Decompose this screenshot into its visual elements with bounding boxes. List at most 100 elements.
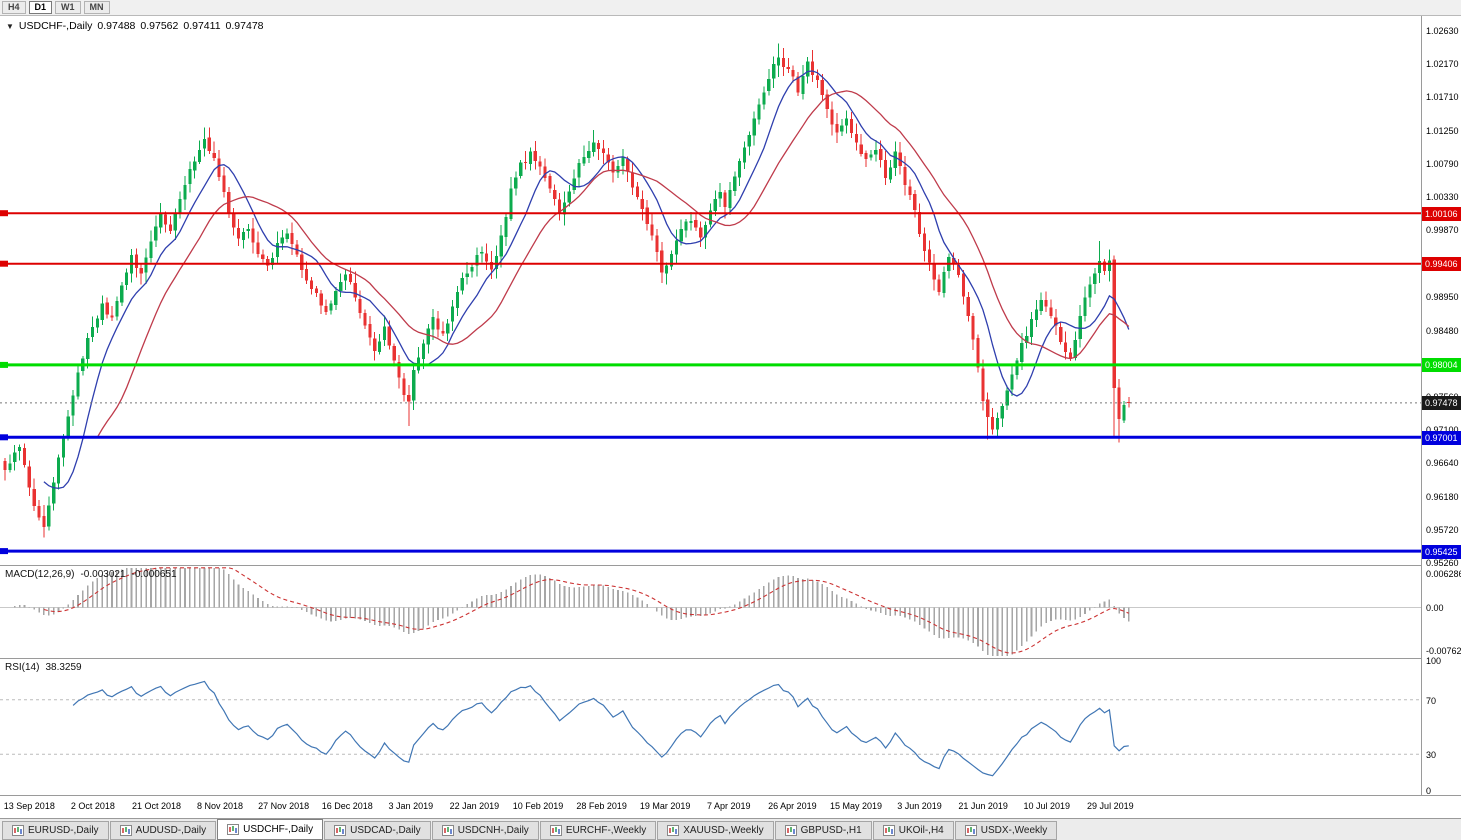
chart-icon [667, 825, 680, 836]
date-label: 8 Nov 2018 [197, 801, 244, 811]
date-label: 22 Jan 2019 [449, 801, 500, 811]
date-label: 13 Sep 2018 [3, 801, 55, 811]
hline-1.00106[interactable] [0, 210, 1421, 217]
main-chart-canvas[interactable] [0, 16, 1421, 565]
price-badge-0.99406: 0.99406 [1422, 257, 1461, 272]
pane-separator [0, 795, 1461, 796]
tab-label: UKOil-,H4 [898, 825, 944, 836]
price-axis-label: 1.02170 [1426, 59, 1459, 70]
price-axis-label: 1.02630 [1426, 26, 1459, 36]
macd-chart [0, 567, 1421, 657]
price-axis-label: 0.99870 [1426, 225, 1459, 236]
date-label: 28 Feb 2019 [576, 801, 627, 811]
chart-icon [549, 825, 562, 836]
tab-USDX-Weekly[interactable]: USDX-,Weekly [954, 821, 1058, 840]
rsi-pane[interactable] [0, 659, 1421, 795]
price-axis-label: 1.01250 [1426, 125, 1459, 136]
tab-label: GBPUSD-,H1 [800, 825, 862, 836]
macd-axis-zero: 0.00 [1426, 602, 1444, 613]
rsi-chart [0, 680, 1421, 777]
price-scale[interactable]: 1.02630 1.02170 1.01710 1.01250 1.00790 1.003… [1421, 16, 1461, 796]
timeframe-button-H4[interactable]: H4 [2, 1, 26, 14]
date-label: 10 Jul 2019 [1023, 801, 1070, 811]
quote-open: 0.97488 [97, 20, 136, 32]
tab-label: EURUSD-,Daily [28, 825, 99, 836]
chart-icon [12, 825, 24, 836]
ma-slow-line [96, 90, 1130, 438]
date-label: 2 Oct 2018 [70, 801, 115, 811]
hline-0.99406[interactable] [0, 260, 1421, 267]
price-axis-label: 0.96640 [1426, 458, 1459, 469]
tab-XAUUSD-Weekly[interactable]: XAUUSD-,Weekly [657, 821, 774, 840]
one-click-trading-arrow[interactable]: ▼ [6, 22, 14, 31]
rsi-axis-100: 100 [1426, 656, 1442, 666]
hline-0.95425[interactable] [0, 548, 1421, 555]
tab-EURUSD-Daily[interactable]: EURUSD-,Daily [2, 821, 109, 840]
timeframe-button-W1[interactable]: W1 [55, 1, 81, 14]
timeframe-button-D1[interactable]: D1 [28, 1, 53, 14]
timeframe-button-MN[interactable]: MN [83, 1, 110, 14]
ma-fast-line [43, 70, 1130, 489]
macd-signal-line [43, 567, 1130, 654]
rsi-value: 38.3259 [45, 662, 82, 673]
tab-USDCHF-Daily[interactable]: USDCHF-,Daily [217, 819, 324, 840]
tab-UKOil-H4[interactable]: UKOil-,H4 [872, 821, 954, 840]
tab-USDCAD-Daily[interactable]: USDCAD-,Daily [324, 821, 431, 840]
quote-high: 0.97562 [140, 20, 179, 32]
rsi-label: RSI(14) 38.3259 [5, 662, 88, 673]
price-axis-label: 0.98480 [1426, 325, 1459, 336]
price-axis-label: 1.00790 [1426, 158, 1459, 169]
symbol-title: USDCHF-,Daily [18, 20, 93, 32]
chart-icon [119, 825, 132, 836]
tab-GBPUSD-H1[interactable]: GBPUSD-,H1 [774, 821, 872, 840]
quote-close: 0.97478 [225, 20, 264, 32]
price-axis-label: 0.98950 [1426, 291, 1459, 302]
date-label: 3 Jan 2019 [388, 801, 434, 811]
date-label: 3 Jun 2019 [897, 801, 942, 811]
tab-label: USDCAD-,Daily [350, 825, 421, 836]
quote-low: 0.97411 [183, 20, 221, 32]
macd-histogram [13, 567, 1130, 657]
date-label: 21 Jun 2019 [958, 801, 1008, 811]
tab-USDCNH-Daily[interactable]: USDCNH-,Daily [431, 821, 539, 840]
price-axis-label: 0.95260 [1426, 557, 1459, 568]
price-axis-label: 0.97100 [1426, 425, 1459, 435]
chart-tab-bar: EURUSD-,Daily AUDUSD-,Daily USDCHF-,Daily U… [0, 818, 1461, 840]
macd-name: MACD(12,26,9) [5, 569, 75, 580]
tab-label: AUDUSD-,Daily [135, 825, 207, 836]
rsi-axis-0: 0 [1426, 786, 1432, 796]
rsi-axis-30: 30 [1426, 750, 1437, 761]
tab-label: EURCHF-,Weekly [565, 825, 647, 836]
date-label: 10 Feb 2019 [512, 801, 564, 811]
timeframe-toolbar: H4 D1 W1 MN [0, 0, 1461, 16]
price-badge-1.00106: 1.00106 [1422, 206, 1461, 221]
date-label: 19 Mar 2019 [639, 801, 691, 811]
tab-label: XAUUSD-,Weekly [683, 825, 764, 836]
tab-AUDUSD-Daily[interactable]: AUDUSD-,Daily [109, 821, 217, 840]
hline-0.98004[interactable] [0, 361, 1421, 368]
date-label: 16 Dec 2018 [321, 801, 373, 811]
rsi-name: RSI(14) [5, 662, 40, 673]
chart-icon [334, 825, 347, 836]
date-label: 15 May 2019 [829, 801, 882, 811]
date-label: 27 Nov 2018 [258, 801, 310, 811]
macd-value-main: -0.003021 [80, 569, 126, 580]
price-chart [0, 43, 1421, 555]
macd-label: MACD(12,26,9) -0.003021 -0.000651 [5, 569, 183, 580]
tab-EURCHF-Weekly[interactable]: EURCHF-,Weekly [539, 821, 657, 840]
price-badge-0.98004: 0.98004 [1422, 358, 1461, 373]
rsi-line [72, 680, 1129, 777]
chart-header: ▼ USDCHF-,Daily 0.97488 0.97562 0.97411 0.974… [6, 20, 269, 32]
pane-separator[interactable] [0, 658, 1461, 659]
hline-0.97001[interactable] [0, 434, 1421, 441]
price-axis-label: 1.00330 [1426, 192, 1459, 202]
chart-icon [882, 825, 895, 836]
tab-label: USDCHF-,Daily [243, 824, 314, 835]
date-label: 26 Apr 2019 [768, 801, 817, 811]
price-axis-label: 0.96180 [1426, 491, 1459, 502]
time-axis[interactable]: 13 Sep 2018 2 Oct 2018 21 Oct 2018 8 Nov 20… [0, 796, 1461, 818]
date-label: 7 Apr 2019 [707, 801, 751, 811]
macd-pane[interactable] [0, 566, 1421, 658]
current-price-badge: 0.97478 [1422, 396, 1461, 411]
pane-separator[interactable] [0, 565, 1461, 566]
